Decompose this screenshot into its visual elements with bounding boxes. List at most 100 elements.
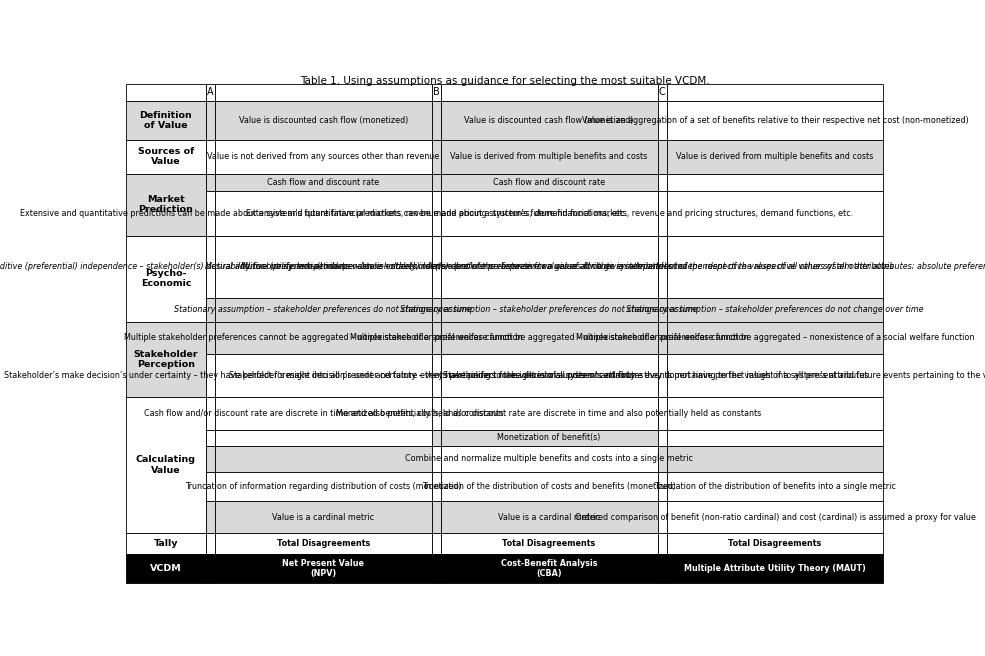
Bar (667, 321, 884, 354)
Text: Table 1. Using assumptions as guidance for selecting the most suitable VCDM.: Table 1. Using assumptions as guidance f… (300, 76, 709, 86)
Bar (667, 501, 884, 533)
Bar (126, 236, 206, 321)
Bar (658, 191, 667, 236)
Bar (215, 472, 431, 501)
Bar (215, 397, 431, 430)
Text: Stakeholder’s make decision’s under certainty – they have perfect foresight into: Stakeholder’s make decision’s under cert… (230, 371, 869, 380)
Bar (658, 554, 667, 583)
Text: Monetized benefits, costs, and/or discount rate are discrete in time and also po: Monetized benefits, costs, and/or discou… (337, 409, 761, 418)
Bar (431, 298, 440, 321)
Bar (431, 236, 440, 298)
Text: Cost-Benefit Analysis
(CBA): Cost-Benefit Analysis (CBA) (500, 559, 597, 579)
Text: Value is discounted cash flow (monetized): Value is discounted cash flow (monetized… (238, 116, 408, 125)
Bar (431, 501, 440, 533)
Bar (440, 321, 658, 354)
Text: Multiple Attribute Utility Theory (MAUT): Multiple Attribute Utility Theory (MAUT) (684, 564, 866, 573)
Text: Cash flow and/or discount rate are discrete in time and also potentially held as: Cash flow and/or discount rate are discr… (144, 409, 503, 418)
Text: Mutual additive (preferential) independence – stakeholder(s) desirability for on: Mutual additive (preferential) independe… (0, 262, 687, 271)
Bar (667, 533, 884, 554)
Bar (658, 472, 667, 501)
Bar (431, 140, 440, 174)
Bar (658, 430, 667, 446)
Bar (431, 321, 440, 354)
Bar (215, 191, 431, 236)
Bar (215, 298, 431, 321)
Text: Mutual utility independence – stakeholder(s) relative preference between two val: Mutual utility independence – stakeholde… (241, 262, 985, 271)
Bar (206, 298, 215, 321)
Bar (431, 554, 440, 583)
Bar (658, 174, 667, 191)
Bar (658, 298, 667, 321)
Bar (658, 354, 667, 397)
Bar (126, 554, 206, 583)
Bar (206, 501, 215, 533)
Bar (206, 533, 215, 554)
Bar (667, 446, 884, 472)
Text: Stationary assumption – stakeholder preferences do not change over time: Stationary assumption – stakeholder pref… (174, 305, 472, 314)
Bar (440, 446, 658, 472)
Bar (215, 84, 431, 100)
Text: Stakeholders make decisions under uncertainty – they do not have perfect insight: Stakeholders make decisions under uncert… (443, 371, 985, 380)
Bar (206, 472, 215, 501)
Text: Cash flow and discount rate: Cash flow and discount rate (493, 178, 605, 187)
Bar (667, 298, 884, 321)
Bar (215, 321, 431, 354)
Bar (440, 191, 658, 236)
Bar (126, 174, 206, 236)
Text: B: B (432, 87, 439, 97)
Bar (126, 140, 206, 174)
Text: Sources of
Value: Sources of Value (138, 147, 194, 167)
Bar (206, 100, 215, 140)
Bar (215, 446, 431, 472)
Bar (431, 100, 440, 140)
Bar (667, 191, 884, 236)
Bar (658, 84, 667, 100)
Text: A: A (207, 87, 214, 97)
Bar (440, 354, 658, 397)
Bar (206, 321, 215, 354)
Text: Total Disagreements: Total Disagreements (277, 539, 369, 548)
Bar (126, 84, 206, 100)
Bar (440, 236, 658, 298)
Bar (667, 354, 884, 397)
Bar (431, 472, 440, 501)
Bar (431, 191, 440, 236)
Text: Value is derived from multiple benefits and costs: Value is derived from multiple benefits … (677, 152, 874, 161)
Text: Value is derived from multiple benefits and costs: Value is derived from multiple benefits … (450, 152, 648, 161)
Bar (215, 100, 431, 140)
Text: Market
Prediction: Market Prediction (139, 195, 193, 215)
Bar (667, 236, 884, 298)
Text: Value is a cardinal metric: Value is a cardinal metric (498, 512, 600, 522)
Bar (206, 236, 215, 298)
Text: Extensive and quantitative predictions can be made about a system’s future finan: Extensive and quantitative predictions c… (245, 209, 853, 218)
Bar (440, 397, 658, 430)
Text: Calculating
Value: Calculating Value (136, 455, 196, 475)
Bar (215, 533, 431, 554)
Bar (440, 84, 658, 100)
Text: Combine and normalize multiple benefits and costs into a single metric: Combine and normalize multiple benefits … (405, 455, 693, 463)
Bar (440, 472, 658, 501)
Bar (440, 554, 658, 583)
Text: Multiple stakeholder preferences cannot be aggregated – nonexistence of a social: Multiple stakeholder preferences cannot … (350, 333, 749, 342)
Bar (667, 100, 884, 140)
Bar (206, 140, 215, 174)
Bar (215, 174, 431, 191)
Bar (126, 533, 206, 554)
Bar (658, 140, 667, 174)
Text: Tally: Tally (154, 539, 178, 548)
Text: Extensive and quantitative predictions can be made about a system’s future finan: Extensive and quantitative predictions c… (20, 209, 626, 218)
Bar (440, 533, 658, 554)
Text: Truncation of information regarding distribution of costs (monetized): Truncation of information regarding dist… (185, 482, 461, 491)
Bar (431, 354, 440, 397)
Bar (126, 100, 206, 140)
Text: Monetization of benefit(s): Monetization of benefit(s) (497, 433, 601, 442)
Bar (215, 430, 431, 446)
Bar (658, 100, 667, 140)
Bar (440, 430, 658, 446)
Text: VCDM: VCDM (150, 564, 182, 573)
Bar (658, 533, 667, 554)
Bar (440, 298, 658, 321)
Text: Multiple stakeholder preferences cannot be aggregated – nonexistence of a social: Multiple stakeholder preferences cannot … (124, 333, 522, 342)
Text: Psycho-
Economic: Psycho- Economic (141, 269, 191, 288)
Bar (667, 430, 884, 446)
